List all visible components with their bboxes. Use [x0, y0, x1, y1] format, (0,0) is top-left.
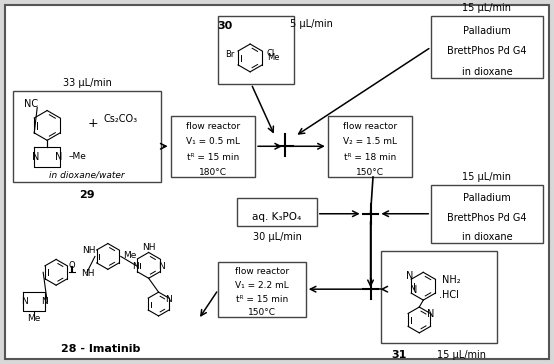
Text: N: N — [406, 271, 413, 281]
Text: 33 μL/min: 33 μL/min — [63, 78, 111, 88]
Text: N: N — [132, 262, 139, 271]
Text: in dioxane: in dioxane — [461, 232, 512, 242]
Text: 180°C: 180°C — [199, 168, 227, 177]
Text: BrettPhos Pd G4: BrettPhos Pd G4 — [447, 46, 527, 56]
Text: N: N — [158, 262, 165, 271]
Text: NH: NH — [142, 243, 155, 252]
Text: 150°C: 150°C — [248, 308, 276, 317]
Text: V₁ = 2.2 mL: V₁ = 2.2 mL — [235, 281, 289, 290]
Text: N: N — [41, 297, 48, 306]
Text: 15 μL/min: 15 μL/min — [463, 172, 511, 182]
FancyBboxPatch shape — [328, 115, 412, 177]
Text: in dioxane/water: in dioxane/water — [49, 171, 125, 179]
Text: Palladium: Palladium — [463, 193, 511, 203]
Text: .HCl: .HCl — [439, 290, 459, 300]
Text: aq. K₃PO₄: aq. K₃PO₄ — [253, 212, 301, 222]
Text: 15 μL/min: 15 μL/min — [437, 350, 485, 360]
FancyBboxPatch shape — [171, 115, 255, 177]
Text: N: N — [409, 285, 417, 295]
Text: –Me: –Me — [69, 152, 87, 161]
Text: NH₂: NH₂ — [442, 275, 461, 285]
Text: N: N — [166, 294, 172, 304]
Text: Palladium: Palladium — [463, 25, 511, 36]
Text: 30: 30 — [218, 21, 233, 31]
FancyBboxPatch shape — [218, 16, 294, 84]
Text: Me: Me — [267, 54, 280, 63]
Text: 30 μL/min: 30 μL/min — [253, 232, 301, 242]
FancyBboxPatch shape — [431, 16, 543, 78]
FancyBboxPatch shape — [431, 185, 543, 242]
FancyBboxPatch shape — [237, 198, 317, 226]
Text: Me: Me — [123, 252, 136, 260]
FancyBboxPatch shape — [218, 262, 306, 317]
Text: in dioxane: in dioxane — [461, 67, 512, 77]
Text: N: N — [32, 152, 39, 162]
Text: 15 μL/min: 15 μL/min — [463, 3, 511, 13]
Text: Cs₂CO₃: Cs₂CO₃ — [104, 115, 138, 124]
Text: NH: NH — [82, 246, 96, 255]
FancyBboxPatch shape — [6, 5, 548, 359]
Text: 150°C: 150°C — [356, 168, 384, 177]
Text: N: N — [21, 297, 28, 306]
Text: +: + — [88, 117, 98, 130]
Text: tᴿ = 15 min: tᴿ = 15 min — [187, 153, 239, 162]
Text: tᴿ = 18 min: tᴿ = 18 min — [344, 153, 396, 162]
FancyBboxPatch shape — [13, 91, 161, 182]
Text: tᴿ = 15 min: tᴿ = 15 min — [236, 295, 288, 304]
Text: BrettPhos Pd G4: BrettPhos Pd G4 — [447, 213, 527, 223]
Text: NC: NC — [24, 99, 38, 108]
Text: 28 - Imatinib: 28 - Imatinib — [61, 344, 141, 354]
Text: Br: Br — [225, 51, 234, 59]
Text: N: N — [427, 309, 434, 320]
Text: flow reactor: flow reactor — [186, 122, 240, 131]
Text: 31: 31 — [392, 350, 407, 360]
Text: Me: Me — [28, 314, 41, 324]
Text: V₂ = 1.5 mL: V₂ = 1.5 mL — [343, 137, 397, 146]
Text: 29: 29 — [79, 190, 95, 200]
FancyBboxPatch shape — [382, 252, 497, 343]
Text: Cl: Cl — [266, 50, 274, 59]
Text: O: O — [69, 261, 75, 270]
Text: NH: NH — [81, 269, 95, 278]
Text: flow reactor: flow reactor — [343, 122, 397, 131]
Text: V₁ = 0.5 mL: V₁ = 0.5 mL — [186, 137, 240, 146]
Text: flow reactor: flow reactor — [235, 268, 289, 276]
Text: N: N — [55, 152, 63, 162]
Text: 5 μL/min: 5 μL/min — [290, 19, 334, 29]
